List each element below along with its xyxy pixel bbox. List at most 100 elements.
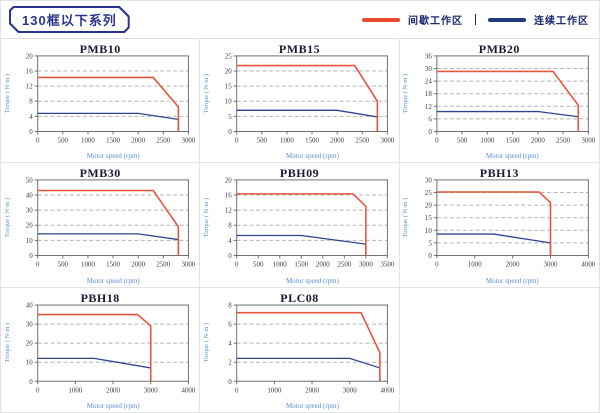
svg-text:15: 15 [425, 215, 432, 223]
svg-text:8: 8 [229, 301, 233, 309]
svg-text:8: 8 [229, 222, 233, 230]
svg-text:2500: 2500 [356, 136, 370, 144]
svg-text:3500: 3500 [381, 261, 395, 269]
chart-title: PLC08 [280, 290, 319, 305]
charts-grid: PMB10 0 500 1000 1500 2000 2500 3000 0 4 8 12 16 20 … [1, 39, 599, 412]
svg-text:3000: 3000 [359, 261, 373, 269]
svg-text:2000: 2000 [531, 136, 545, 144]
chart-cell-pmb30: PMB30 0 500 1000 1500 2000 2500 3000 0 10 20 30 40 5… [1, 163, 201, 288]
legend-label-continuous: 连续工作区 [534, 16, 589, 27]
chart-cell-pbh18: PBH18 0 1000 2000 3000 4000 0 10 20 30 40 Torque … [1, 287, 201, 412]
chart-title: PBH13 [479, 166, 519, 181]
svg-text:20: 20 [26, 52, 33, 60]
svg-text:2000: 2000 [305, 386, 319, 394]
svg-text:1500: 1500 [305, 136, 319, 144]
svg-text:0: 0 [435, 136, 439, 144]
svg-text:0: 0 [235, 136, 239, 144]
svg-text:4: 4 [229, 237, 233, 245]
y-axis-label: Torque ( N·m ) [402, 73, 410, 114]
svg-text:0: 0 [229, 128, 233, 136]
svg-text:0: 0 [435, 261, 439, 269]
svg-text:2000: 2000 [316, 261, 330, 269]
svg-text:0: 0 [36, 136, 40, 144]
empty-cell [400, 288, 599, 412]
svg-text:30: 30 [425, 65, 432, 73]
svg-text:2000: 2000 [331, 136, 345, 144]
svg-text:0: 0 [229, 252, 233, 260]
x-axis-label: Motor speed (rpm) [86, 276, 140, 285]
svg-text:0: 0 [428, 128, 432, 136]
chart-plot-pbh09: 0 500 1000 1500 2000 2500 3000 3500 0 4 8 12 16 20 [225, 177, 395, 269]
x-axis-label: Motor speed (rpm) [86, 402, 140, 410]
y-axis-label: Torque ( N·m ) [203, 73, 211, 114]
svg-text:50: 50 [26, 177, 33, 185]
svg-text:3000: 3000 [543, 261, 557, 269]
svg-text:0: 0 [235, 386, 239, 394]
series-badge-label: 130框以下系列 [22, 13, 117, 28]
svg-text:1500: 1500 [106, 136, 120, 144]
svg-text:0: 0 [29, 128, 33, 136]
svg-text:2000: 2000 [106, 386, 120, 394]
svg-text:4000: 4000 [381, 386, 395, 394]
svg-text:40: 40 [26, 301, 33, 309]
svg-text:0: 0 [36, 261, 40, 269]
svg-text:20: 20 [425, 202, 432, 210]
x-axis-label: Motor speed (rpm) [286, 402, 339, 410]
legend: 间歇工作区 连续工作区 [362, 1, 589, 38]
svg-text:4: 4 [29, 113, 33, 121]
svg-text:2: 2 [229, 358, 233, 366]
svg-text:0: 0 [229, 377, 233, 385]
chart-plot-plc08: 0 1000 2000 3000 4000 0 2 4 6 8 [229, 301, 396, 394]
svg-text:2000: 2000 [505, 261, 519, 269]
svg-text:1000: 1000 [467, 261, 481, 269]
y-axis-label: Torque ( N·m ) [203, 198, 211, 238]
svg-text:2000: 2000 [131, 136, 145, 144]
svg-text:24: 24 [425, 78, 432, 86]
continuous-line-swatch [488, 17, 526, 22]
svg-text:25: 25 [225, 52, 232, 60]
svg-text:3000: 3000 [181, 261, 195, 269]
svg-text:5: 5 [428, 240, 432, 248]
svg-text:1500: 1500 [505, 136, 519, 144]
svg-text:8: 8 [29, 98, 33, 106]
svg-text:10: 10 [26, 358, 33, 366]
svg-text:18: 18 [425, 90, 432, 98]
svg-text:500: 500 [58, 136, 69, 144]
svg-text:30: 30 [26, 207, 33, 215]
y-axis-label: Torque ( N·m ) [203, 323, 211, 363]
svg-text:10: 10 [225, 98, 232, 106]
svg-text:20: 20 [225, 68, 232, 76]
intermittent-line-swatch [362, 17, 400, 22]
svg-text:16: 16 [26, 68, 33, 76]
chart-plot-pbh18: 0 1000 2000 3000 4000 0 10 20 30 40 [26, 301, 196, 394]
svg-text:0: 0 [36, 386, 40, 394]
page-header: 130框以下系列 间歇工作区 连续工作区 [1, 1, 599, 39]
svg-text:16: 16 [225, 192, 232, 200]
svg-text:1000: 1000 [273, 261, 287, 269]
series-badge-background [11, 8, 128, 31]
svg-text:4000: 4000 [581, 261, 595, 269]
svg-text:3000: 3000 [144, 386, 158, 394]
chart-title: PMB15 [278, 42, 321, 56]
svg-text:1000: 1000 [68, 386, 82, 394]
chart-title: PBH18 [80, 290, 120, 305]
chart-plot-pmb15: 0 500 1000 1500 2000 2500 3000 0 5 10 15 20 25 [225, 52, 395, 144]
svg-text:6: 6 [229, 320, 233, 328]
chart-cell-pbh09: PBH09 0 500 1000 1500 2000 2500 3000 3500 0 4 8 12 1… [200, 163, 400, 288]
svg-text:1000: 1000 [280, 136, 294, 144]
chart-title: PMB10 [79, 42, 121, 56]
chart-plot-pmb30: 0 500 1000 1500 2000 2500 3000 0 10 20 30 40 50 [26, 177, 196, 269]
svg-text:30: 30 [425, 177, 432, 185]
x-axis-label: Motor speed (rpm) [86, 152, 140, 161]
svg-text:2500: 2500 [156, 136, 170, 144]
svg-text:1000: 1000 [268, 386, 282, 394]
svg-text:15: 15 [225, 83, 232, 91]
svg-text:20: 20 [26, 222, 33, 230]
svg-text:12: 12 [425, 103, 432, 111]
svg-text:12: 12 [26, 83, 33, 91]
svg-text:6: 6 [428, 115, 432, 123]
svg-text:500: 500 [257, 136, 268, 144]
svg-text:2500: 2500 [338, 261, 352, 269]
chart-cell-pmb10: PMB10 0 500 1000 1500 2000 2500 3000 0 4 8 12 16 20 … [1, 39, 201, 164]
svg-text:1000: 1000 [480, 136, 494, 144]
